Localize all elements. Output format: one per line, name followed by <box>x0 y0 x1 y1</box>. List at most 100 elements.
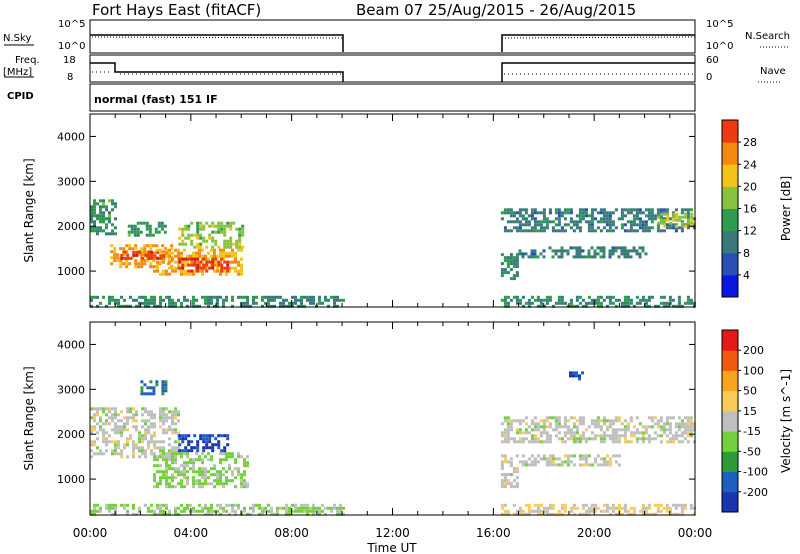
heatmap-cell <box>671 440 675 444</box>
heatmap-cell <box>133 233 137 237</box>
heatmap-cell <box>551 229 555 233</box>
heatmap-cell <box>228 467 231 471</box>
heatmap-cell <box>214 224 218 228</box>
heatmap-cell <box>93 413 96 417</box>
heatmap-cell <box>572 374 575 378</box>
heatmap-cell <box>223 230 227 234</box>
heatmap-cell <box>110 262 114 266</box>
colorbar-label: Power [dB] <box>779 176 793 241</box>
heatmap-cell <box>683 503 687 507</box>
heatmap-cell <box>647 440 651 444</box>
heatmap-cell <box>237 470 240 474</box>
heatmap-cell <box>656 419 660 423</box>
heatmap-cell <box>644 208 648 212</box>
heatmap-cell <box>650 419 654 423</box>
heatmap-cell <box>581 211 585 215</box>
colorbar-swatch <box>722 330 738 351</box>
heatmap-cell <box>515 440 519 444</box>
heatmap-cell <box>174 458 177 462</box>
heatmap-cell <box>210 455 213 459</box>
heatmap-cell <box>150 440 153 444</box>
heatmap-cell <box>548 416 552 420</box>
colorbar-frame <box>721 329 739 513</box>
heatmap-cell <box>213 467 216 471</box>
heatmap-cell <box>237 467 240 471</box>
heatmap-cell <box>635 428 639 432</box>
heatmap-cell <box>174 410 177 414</box>
heatmap-cell <box>533 428 537 432</box>
heatmap-cell <box>665 304 669 308</box>
heatmap-cell <box>205 245 209 249</box>
heatmap-cell <box>590 246 594 250</box>
heatmap-cell <box>204 476 207 480</box>
heatmap-cell <box>590 506 594 510</box>
heatmap-cell <box>611 419 615 423</box>
heatmap-cell <box>171 446 174 450</box>
heatmap-cell <box>120 431 123 435</box>
heatmap-cell <box>231 298 234 302</box>
heatmap-cell <box>599 217 603 221</box>
heatmap-cell <box>147 250 151 254</box>
heatmap-cell <box>548 208 552 212</box>
heatmap-cell <box>632 217 636 221</box>
heatmap-cell <box>506 416 510 420</box>
heatmap-cell <box>220 227 224 231</box>
heatmap-cell <box>114 428 117 432</box>
heatmap-cell <box>152 244 156 248</box>
heatmap-cell <box>677 425 681 429</box>
heatmap-cell <box>572 304 576 308</box>
heatmap-cell <box>228 251 231 255</box>
heatmap-cell <box>252 503 255 507</box>
heatmap-cell <box>632 434 636 438</box>
heatmap-cell <box>205 443 209 447</box>
heatmap-cell <box>199 224 203 228</box>
heatmap-cell <box>668 301 672 305</box>
heatmap-cell <box>93 211 96 215</box>
heatmap-cell <box>330 509 333 513</box>
heatmap-cell <box>196 449 200 453</box>
heatmap-cell <box>219 476 222 480</box>
heatmap-cell <box>518 509 522 513</box>
heatmap-cell <box>99 506 102 510</box>
heatmap-cell <box>108 211 111 215</box>
heatmap-cell <box>512 259 516 263</box>
heatmap-cell <box>641 431 645 435</box>
heatmap-cell <box>333 506 336 510</box>
heatmap-cell <box>635 437 639 441</box>
heatmap-cell <box>656 506 660 510</box>
heatmap-cell <box>132 443 135 447</box>
heatmap-cell <box>503 454 507 458</box>
heatmap-cell <box>204 254 207 258</box>
heatmap-cell <box>123 443 126 447</box>
heatmap-cell <box>234 503 237 507</box>
heatmap-cell <box>551 503 555 507</box>
heatmap-cell <box>306 503 309 507</box>
heatmap-cell <box>153 425 156 429</box>
heatmap-cell <box>156 512 159 516</box>
heatmap-cell <box>599 428 603 432</box>
heatmap-cell <box>578 246 582 250</box>
heatmap-cell <box>563 301 567 305</box>
heatmap-cell <box>503 229 507 233</box>
heatmap-cell <box>509 485 513 489</box>
heatmap-cell <box>569 454 573 458</box>
heatmap-cell <box>120 304 123 308</box>
heatmap-cell <box>165 512 168 516</box>
heatmap-cell <box>300 506 303 510</box>
heatmap-cell <box>575 371 578 375</box>
heatmap-cell <box>671 298 675 302</box>
heatmap-cell <box>237 503 240 507</box>
heatmap-cell <box>93 223 96 227</box>
heatmap-cell <box>512 512 516 516</box>
heatmap-cell <box>668 416 672 420</box>
heatmap-cell <box>605 419 609 423</box>
heatmap-cell <box>168 476 171 480</box>
heatmap-cell <box>211 263 215 267</box>
heatmap-cell <box>518 214 522 218</box>
colorbar-tick-label: 8 <box>743 247 750 260</box>
heatmap-cell <box>222 298 225 302</box>
heatmap-cell <box>145 221 149 225</box>
heatmap-cell <box>575 220 579 224</box>
heatmap-cell <box>168 272 171 276</box>
heatmap-cell <box>264 295 267 299</box>
